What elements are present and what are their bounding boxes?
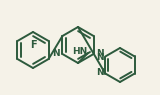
Text: N: N — [52, 49, 59, 57]
Text: F: F — [30, 40, 36, 50]
Text: N: N — [96, 68, 103, 77]
Text: HN: HN — [72, 47, 88, 56]
Text: N: N — [96, 53, 103, 62]
Text: N: N — [97, 49, 104, 57]
